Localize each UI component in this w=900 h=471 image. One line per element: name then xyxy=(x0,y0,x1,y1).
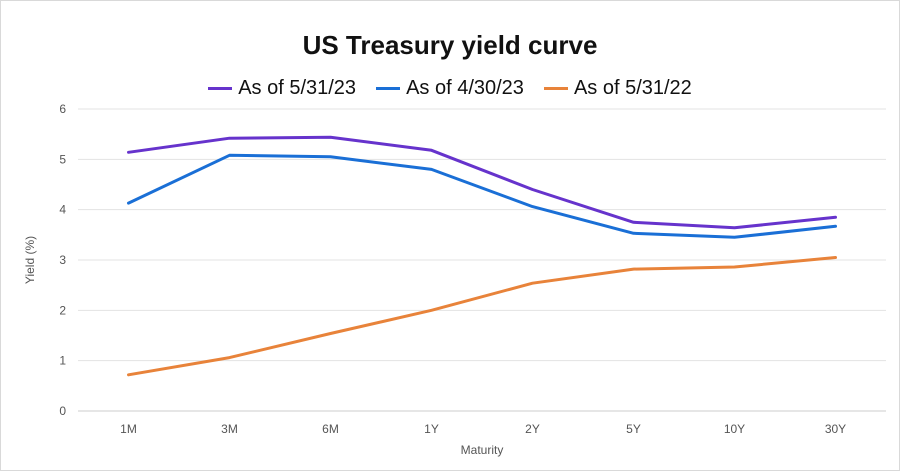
legend-swatch-1 xyxy=(208,87,233,90)
chart-legend: As of 5/31/23 As of 4/30/23 As of 5/31/2… xyxy=(0,77,900,100)
x-tick-label: 30Y xyxy=(825,422,846,436)
series-lines xyxy=(127,135,837,377)
x-tick-label: 5Y xyxy=(626,422,641,436)
series-line-2 xyxy=(127,153,837,239)
y-tick-label: 0 xyxy=(59,404,66,418)
legend-swatch-2 xyxy=(376,87,401,90)
legend-item-2: As of 4/30/23 xyxy=(376,77,524,100)
y-axis-title: Yield (%) xyxy=(23,236,37,284)
y-tick-label: 3 xyxy=(59,253,66,267)
y-tick-label: 4 xyxy=(59,203,66,217)
x-tick-label: 1Y xyxy=(424,422,439,436)
x-tick-labels: 1M 3M 6M 1Y 2Y 5Y 10Y 30Y xyxy=(120,422,846,436)
y-tick-labels: 0 1 2 3 4 5 6 xyxy=(59,102,66,418)
x-tick-label: 10Y xyxy=(724,422,745,436)
series-line-1 xyxy=(127,135,837,230)
legend-label-1: As of 5/31/23 xyxy=(238,77,357,99)
x-tick-label: 3M xyxy=(221,422,238,436)
legend-label-2: As of 4/30/23 xyxy=(406,77,524,99)
x-tick-label: 2Y xyxy=(525,422,540,436)
chart-title: US Treasury yield curve xyxy=(302,30,598,60)
x-axis-title: Maturity xyxy=(461,443,504,457)
legend-item-3: As of 5/31/22 xyxy=(543,77,692,100)
x-tick-label: 1M xyxy=(120,422,137,436)
y-tick-label: 1 xyxy=(59,354,66,368)
legend-item-1: As of 5/31/23 xyxy=(208,77,356,100)
gridlines xyxy=(78,108,886,412)
y-tick-label: 6 xyxy=(59,102,66,116)
series-line-3 xyxy=(127,256,837,377)
x-tick-label: 6M xyxy=(322,422,339,436)
y-tick-label: 2 xyxy=(59,303,66,317)
legend-swatch-3 xyxy=(543,87,568,90)
legend-label-3: As of 5/31/22 xyxy=(573,77,692,99)
y-tick-label: 5 xyxy=(59,152,66,166)
